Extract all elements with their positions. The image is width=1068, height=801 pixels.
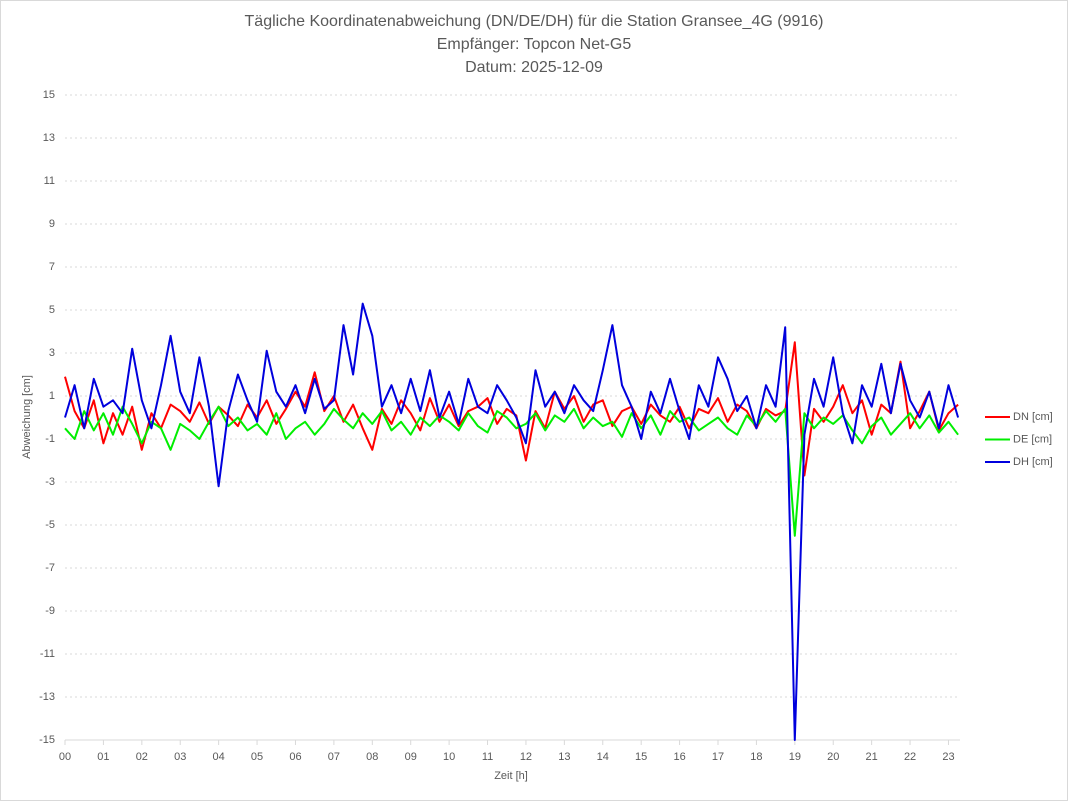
- y-tick-label: 3: [49, 347, 55, 359]
- x-tick-label: 22: [904, 751, 916, 763]
- x-tick-label: 20: [827, 751, 839, 763]
- data-line: [64, 302, 960, 741]
- y-tick-label: 5: [49, 304, 55, 316]
- chart-subtitle: Empfänger: Topcon Net-G5: [437, 36, 632, 53]
- y-tick-label: 7: [49, 261, 55, 273]
- x-tick-label: 05: [251, 751, 263, 763]
- y-tick-label: 13: [43, 132, 55, 144]
- y-tick-label: 1: [49, 390, 55, 402]
- x-tick-label: 17: [712, 751, 724, 763]
- y-axis-label: Abweichung [cm]: [21, 375, 33, 459]
- x-tick-label: 01: [97, 751, 109, 763]
- y-tick-label: 11: [44, 175, 55, 187]
- x-tick-label: 13: [558, 751, 570, 763]
- x-tick-label: 02: [136, 751, 148, 763]
- x-tick-label: 03: [174, 751, 186, 763]
- data-line: [64, 405, 959, 537]
- x-tick-label: 14: [597, 751, 609, 763]
- y-tick-label: -15: [39, 734, 55, 746]
- x-tick-label: 12: [520, 751, 532, 763]
- chart-title: Tägliche Koordinatenabweichung (DN/DE/DH…: [245, 13, 824, 30]
- x-tick-label: 09: [405, 751, 417, 763]
- x-tick-label: 06: [289, 751, 301, 763]
- y-tick-label: -5: [45, 519, 55, 531]
- x-tick-label: 10: [443, 751, 455, 763]
- x-tick-label: 11: [482, 751, 493, 763]
- x-tick-label: 18: [750, 751, 762, 763]
- x-tick-label: 04: [213, 751, 225, 763]
- x-tick-label: 16: [673, 751, 685, 763]
- y-tick-label: 9: [49, 218, 55, 230]
- y-tick-label: -13: [39, 691, 55, 703]
- legend-label: DE [cm]: [1013, 433, 1052, 445]
- chart-subtitle: Datum: 2025-12-09: [465, 59, 603, 76]
- x-tick-label: 15: [635, 751, 647, 763]
- y-tick-label: 15: [43, 89, 55, 101]
- x-tick-label: 08: [366, 751, 378, 763]
- x-tick-label: 21: [866, 751, 878, 763]
- y-tick-label: -3: [45, 476, 55, 488]
- x-tick-label: 19: [789, 751, 801, 763]
- legend-label: DH [cm]: [1013, 456, 1053, 468]
- y-tick-label: -7: [45, 562, 55, 574]
- y-tick-label: -9: [45, 605, 55, 617]
- y-tick-label: -1: [45, 433, 55, 445]
- legend-label: DN [cm]: [1013, 411, 1053, 423]
- x-axis-label: Zeit [h]: [494, 770, 528, 782]
- y-tick-label: -11: [40, 648, 55, 660]
- x-tick-label: 23: [942, 751, 954, 763]
- x-tick-label: 07: [328, 751, 340, 763]
- x-tick-label: 00: [59, 751, 71, 763]
